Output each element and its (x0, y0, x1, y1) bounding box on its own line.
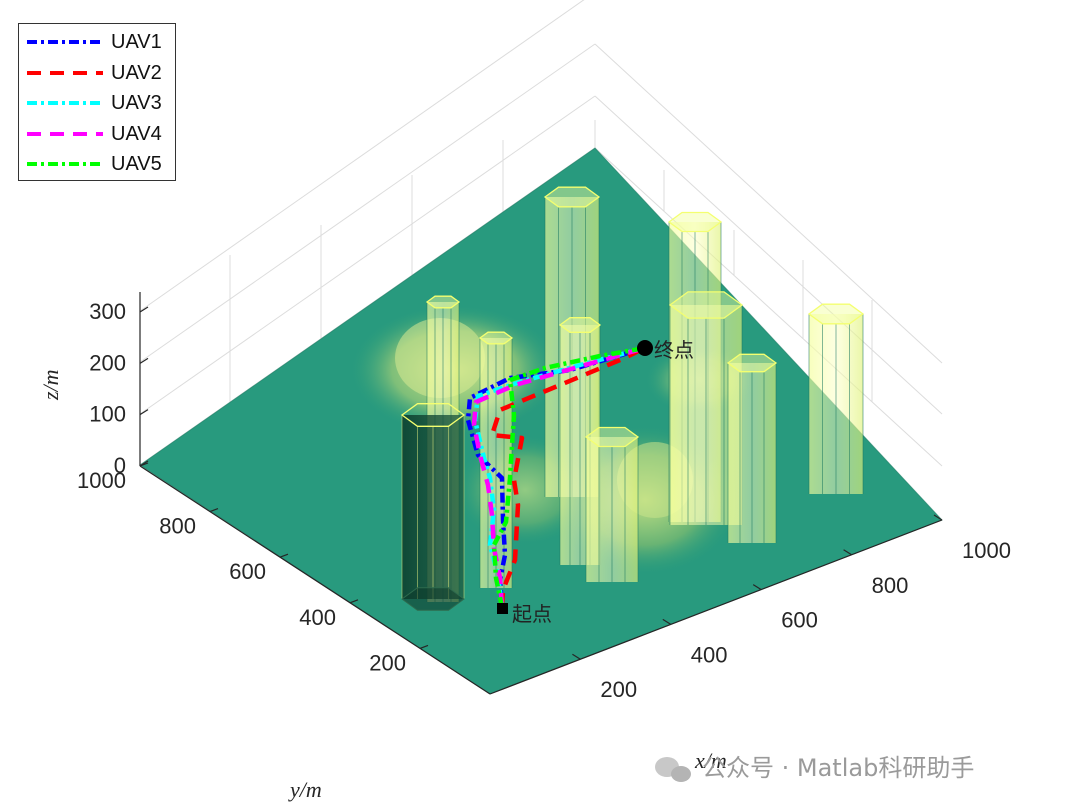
legend-label: UAV4 (111, 122, 162, 145)
legend-swatch (27, 131, 103, 136)
legend-label: UAV3 (111, 92, 162, 114)
z-tick-label: 100 (89, 402, 126, 427)
z-axis-ticks: 0 100 200 300 (89, 299, 149, 478)
z-tick-label: 0 (114, 453, 126, 478)
z-tick-label: 200 (89, 350, 126, 375)
x-axis-label: x/m (694, 748, 727, 773)
obstacle-cylinder (400, 403, 466, 611)
y-tick-label: 200 (369, 650, 406, 675)
z-axis-label: z/m (38, 369, 63, 401)
legend-item-uav2: UAV2 (19, 59, 175, 87)
legend-item-uav5: UAV5 (19, 150, 175, 178)
x-axis-ticks: 200 400 600 800 1000 (572, 514, 1011, 702)
end-marker (637, 340, 653, 356)
z-tick-label: 300 (89, 299, 126, 324)
obstacle-cylinder (726, 353, 778, 543)
legend-label: UAV2 (111, 61, 162, 84)
y-tick-label: 400 (299, 605, 336, 630)
x-tick-label: 1000 (962, 538, 1011, 563)
legend-swatch (27, 40, 103, 44)
uav-paths (465, 345, 646, 608)
legend-swatch (27, 70, 103, 75)
x-tick-label: 600 (781, 608, 818, 633)
y-tick-label: 600 (229, 559, 266, 584)
wechat-icon (655, 757, 691, 782)
grid-lines (139, 0, 943, 467)
legend-label: UAV1 (111, 31, 162, 53)
y-axis-label: y/m (288, 777, 322, 802)
axis-lines (139, 292, 943, 695)
x-tick-label: 800 (872, 573, 909, 598)
legend-swatch (27, 101, 103, 105)
y-axis-ticks: 200 400 600 800 1000 (77, 462, 429, 675)
legend-swatch (27, 162, 103, 166)
legend-item-uav4: UAV4 (19, 120, 175, 148)
legend-item-uav3: UAV3 (19, 89, 175, 117)
end-label: 终点 (654, 338, 694, 362)
uav-path-uav5 (491, 345, 646, 608)
obstacle-cylinder (584, 426, 640, 582)
y-tick-label: 1000 (77, 468, 126, 493)
obstacle-cylinder (807, 303, 865, 494)
watermark-text: 公众号 · Matlab科研助手 (702, 754, 974, 782)
legend-label: UAV5 (111, 153, 162, 175)
uav-path-uav1 (465, 345, 646, 608)
start-marker (497, 603, 508, 614)
x-tick-label: 400 (691, 642, 728, 667)
uav-path-uav2 (489, 345, 646, 608)
legend: UAV1 UAV2 UAV3 UAV4 UAV5 (18, 23, 176, 181)
x-tick-label: 200 (600, 677, 637, 702)
y-tick-label: 800 (159, 514, 196, 539)
legend-item-uav1: UAV1 (19, 28, 175, 56)
start-label: 起点 (512, 602, 552, 626)
